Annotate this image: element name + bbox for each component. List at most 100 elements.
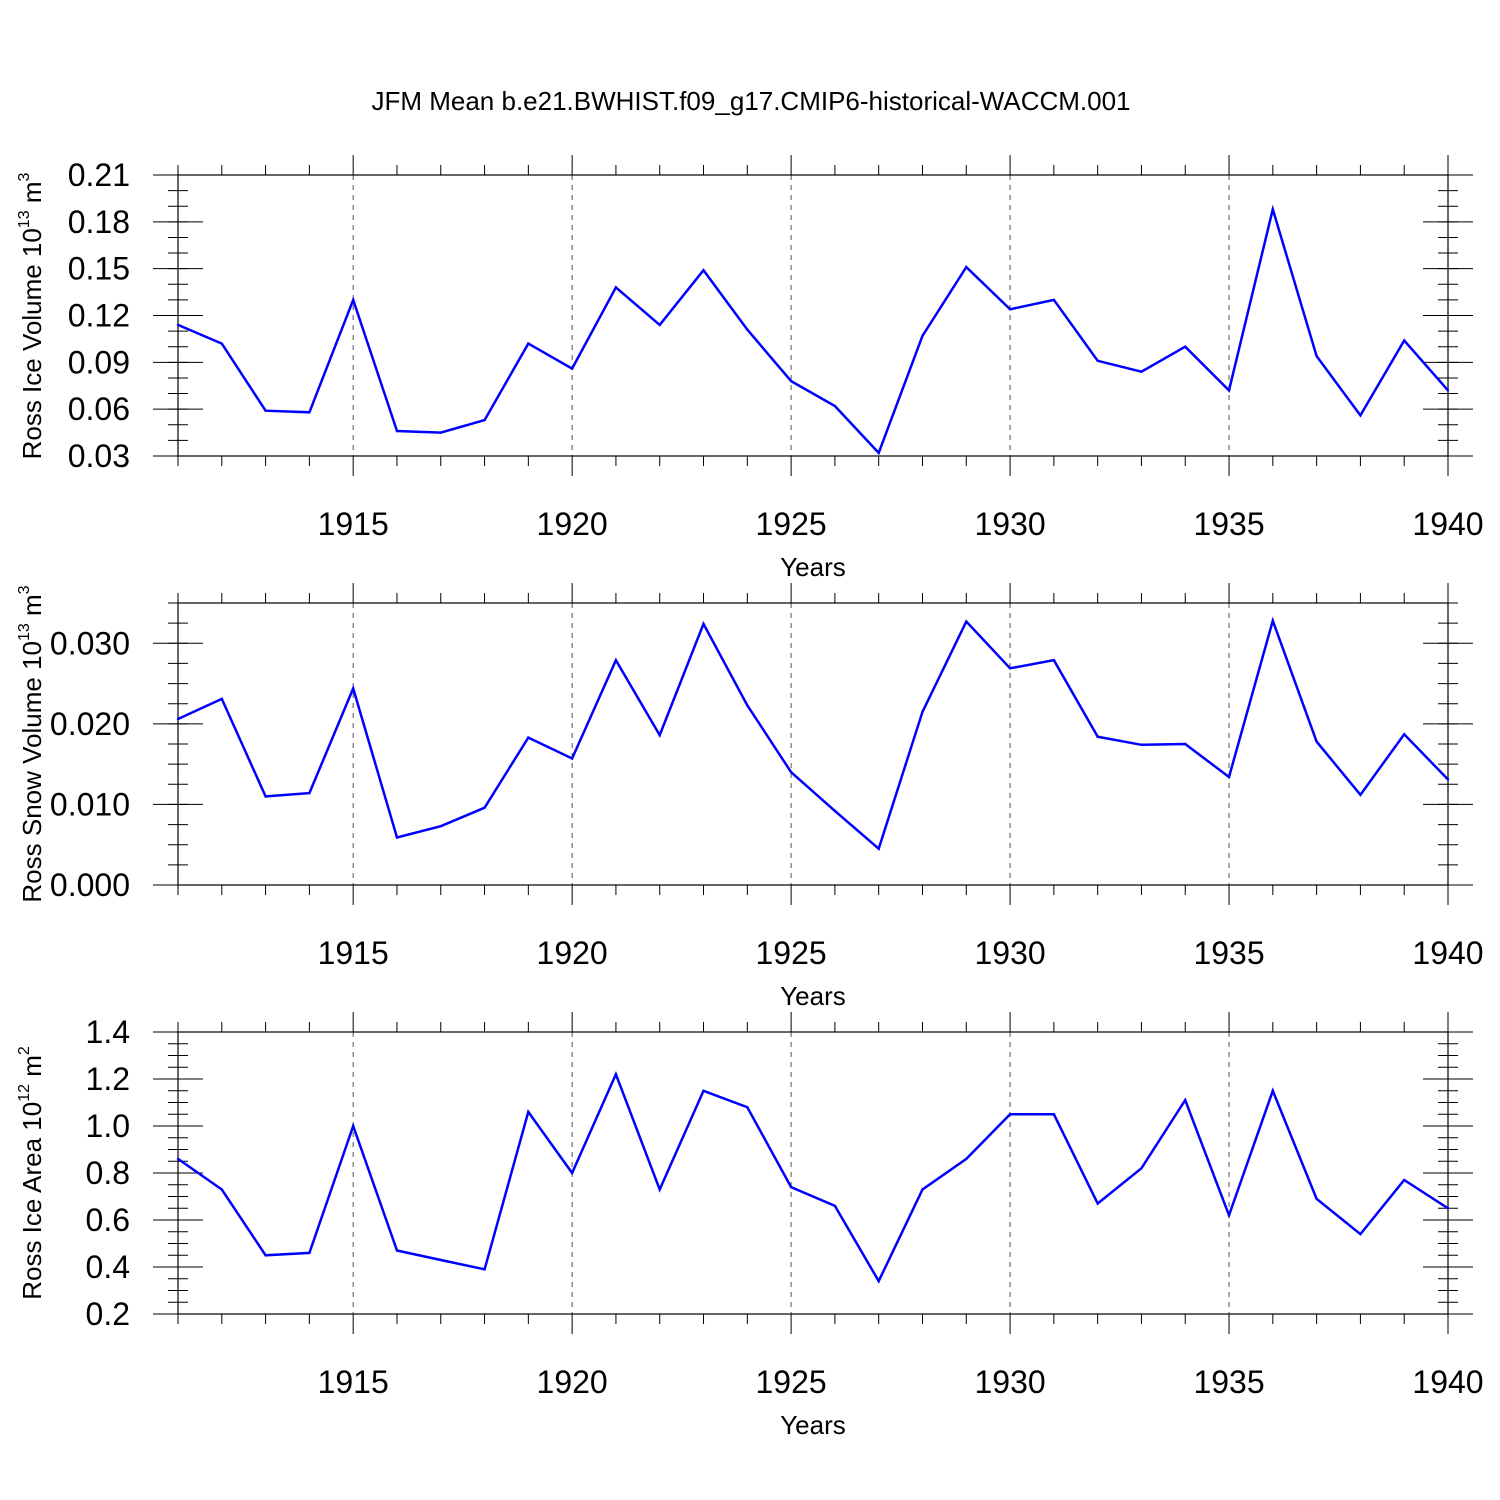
data-point [1140,370,1143,373]
data-point [789,379,793,383]
y-tick-label: 0.6 [86,1202,130,1238]
series-line [177,204,1449,456]
data-point [1359,793,1362,796]
y-tick-label: 0.15 [68,251,130,287]
data-point [789,1185,793,1189]
data-point [308,411,311,414]
data-point [439,431,442,434]
data-point [1052,659,1056,662]
data-point [1184,742,1187,746]
data-point [833,809,837,813]
data-point [1446,778,1450,781]
data-point [1227,775,1231,779]
series-line [177,616,1449,851]
data-point [527,1110,530,1114]
data-point [1271,208,1275,211]
data-point [614,286,618,289]
x-axis-label: Years [780,1410,846,1440]
x-tick-label: 1935 [1193,935,1264,971]
data-point [395,429,399,433]
data-point [1271,1089,1275,1092]
data-point [1446,389,1450,392]
series-line [177,1071,1449,1284]
x-tick-label: 1920 [537,1364,608,1400]
x-tick-label: 1925 [756,506,827,542]
data-point [439,1258,442,1262]
data-point [1184,1098,1187,1102]
data-point [439,824,442,828]
x-tick-label: 1940 [1412,1364,1483,1400]
data-point [965,1157,968,1161]
data-point [702,269,705,272]
data-point [658,323,661,327]
data-point [395,1249,399,1252]
data-point [527,342,530,345]
data-point [1403,1178,1406,1182]
data-point [1227,1214,1231,1217]
data-point [527,736,530,739]
data-point [877,847,880,850]
data-point [1227,389,1231,392]
panel-ice-area: 1915 1920 1925 1930 1935 1940 Years 0.2 0.4 0.6 0.… [16,1012,1484,1440]
data-point [1096,735,1099,738]
x-axis-label: Years [780,981,846,1011]
data-point [351,687,355,690]
data-point [351,1124,355,1128]
y-axis-label: Ross Ice Volume 1013 m3 [16,172,47,459]
y-tick-label: 1.0 [86,1108,130,1144]
figure-title: JFM Mean b.e21.BWHIST.f09_g17.CMIP6-hist… [371,86,1130,116]
data-point [220,1188,223,1191]
x-tick-label: 1915 [318,506,389,542]
data-point [658,733,661,737]
data-point [746,704,749,707]
data-point [176,717,180,721]
x-tick-label: 1920 [537,506,608,542]
y-tick-label: 0.09 [68,344,130,380]
data-point [220,697,223,701]
x-tick-label: 1925 [756,1364,827,1400]
data-point [702,622,705,626]
data-point [351,298,355,302]
data-point [1052,1113,1056,1116]
data-point [220,342,223,345]
data-point [1403,733,1406,736]
data-point [1359,1232,1362,1236]
y-tick-label: 0.4 [86,1249,130,1285]
panel-ice-volume: 1915 1920 1925 1930 1935 1940 Years 0.03 0.06 0.0… [16,155,1484,582]
panel-snow-volume: 1915 1920 1925 1930 1935 1940 Years 0.000 0.010 0… [16,583,1484,1011]
y-tick-label: 0.000 [50,867,130,903]
data-point [308,791,311,795]
y-tick-label: 0.020 [50,706,130,742]
data-point [1315,740,1318,743]
data-point [1184,345,1187,348]
y-tick-label: 0.18 [68,204,130,240]
x-tick-label: 1935 [1193,506,1264,542]
y-axis-label: Ross Ice Area 1012 m2 [16,1046,47,1300]
data-point [965,265,968,269]
x-tick-label: 1920 [537,935,608,971]
data-point [1271,619,1275,622]
data-point [176,1157,180,1161]
data-point [921,334,924,337]
data-point [1315,354,1318,358]
data-point [833,1204,837,1208]
y-tick-label: 0.010 [50,786,130,822]
data-point [264,1254,267,1257]
data-point [921,710,924,713]
y-tick-label: 0.12 [68,298,130,334]
x-tick-label: 1915 [318,935,389,971]
x-axis-label: Years [780,552,846,582]
y-tick-label: 1.4 [86,1014,130,1050]
x-tick-label: 1930 [974,506,1045,542]
x-tick-label: 1940 [1412,935,1483,971]
data-point [1052,298,1056,302]
y-tick-label: 0.2 [86,1296,130,1332]
data-point [965,620,968,623]
data-point [570,1171,574,1175]
y-tick-label: 0.03 [68,438,130,474]
data-point [570,367,574,370]
data-point [483,418,486,422]
data-point [1096,359,1099,362]
data-point [176,323,180,327]
